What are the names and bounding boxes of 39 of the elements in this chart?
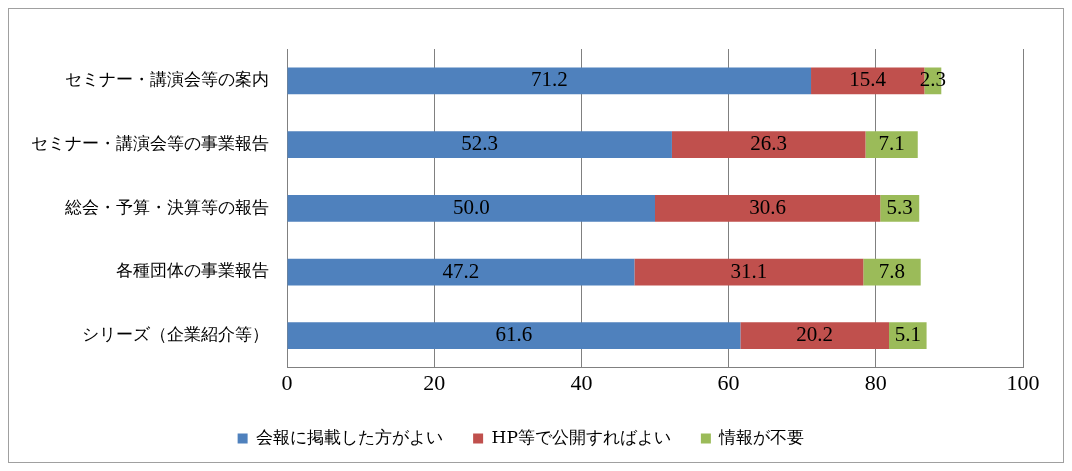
legend-label: HP等で公開すればよい <box>491 426 671 447</box>
bar <box>287 67 812 95</box>
x-tick-label: 0 <box>281 369 293 395</box>
x-tick-label: 100 <box>1006 369 1040 395</box>
bar <box>287 322 741 350</box>
data-label: 31.1 <box>730 258 768 283</box>
legend-label: 会報に掲載した方がよい <box>256 426 444 447</box>
bar <box>889 322 927 350</box>
data-label: 52.3 <box>461 131 499 156</box>
legend-label: 情報が不要 <box>718 426 805 447</box>
data-label: 30.6 <box>749 194 786 219</box>
y-tick-label: シリーズ（企業紹介等） <box>82 324 269 345</box>
bar <box>865 131 918 158</box>
bar <box>634 258 864 286</box>
data-label: 71.2 <box>530 67 568 92</box>
x-tick-label: 60 <box>717 369 740 395</box>
y-tick-label: セミナー・講演会等の事業報告 <box>31 133 269 153</box>
bar <box>287 194 655 222</box>
data-label: 7.8 <box>878 258 906 283</box>
bar <box>740 322 890 350</box>
y-tick-label: セミナー・講演会等の案内 <box>65 69 269 90</box>
data-label: 50.0 <box>452 194 490 219</box>
data-label: 5.1 <box>894 322 921 347</box>
bar <box>287 258 635 286</box>
x-tick-label: 40 <box>570 369 593 395</box>
y-tick-label: 各種団体の事業報告 <box>116 260 269 281</box>
x-tick-label: 80 <box>864 369 887 395</box>
data-label: 26.3 <box>750 131 788 156</box>
bar <box>671 131 866 158</box>
data-label: 47.2 <box>442 258 480 283</box>
data-label: 5.3 <box>886 194 913 219</box>
bar <box>655 194 881 222</box>
data-label: 20.2 <box>796 322 834 347</box>
bar <box>287 131 672 158</box>
y-tick-label: 総会・予算・決算等の報告 <box>64 196 269 217</box>
data-label: 61.6 <box>495 322 533 347</box>
data-label: 15.4 <box>849 67 887 92</box>
data-label: 7.1 <box>878 131 905 156</box>
x-tick-label: 20 <box>423 369 446 395</box>
